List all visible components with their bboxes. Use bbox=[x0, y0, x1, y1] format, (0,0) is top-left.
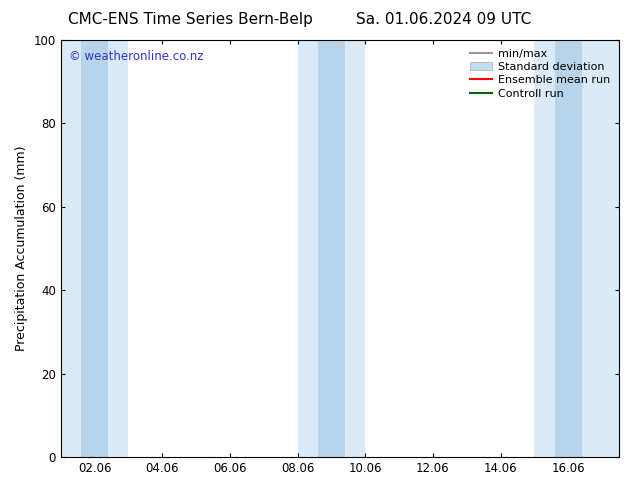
Bar bbox=[318, 40, 345, 457]
Bar bbox=[555, 40, 582, 457]
Text: CMC-ENS Time Series Bern-Belp: CMC-ENS Time Series Bern-Belp bbox=[68, 12, 313, 27]
Y-axis label: Precipitation Accumulation (mm): Precipitation Accumulation (mm) bbox=[15, 146, 28, 351]
Legend: min/max, Standard deviation, Ensemble mean run, Controll run: min/max, Standard deviation, Ensemble me… bbox=[465, 44, 614, 103]
Bar bbox=[534, 40, 619, 457]
Text: © weatheronline.co.nz: © weatheronline.co.nz bbox=[69, 50, 204, 63]
Bar bbox=[297, 40, 365, 457]
Bar bbox=[81, 40, 108, 457]
Bar bbox=[61, 40, 128, 457]
Text: Sa. 01.06.2024 09 UTC: Sa. 01.06.2024 09 UTC bbox=[356, 12, 531, 27]
